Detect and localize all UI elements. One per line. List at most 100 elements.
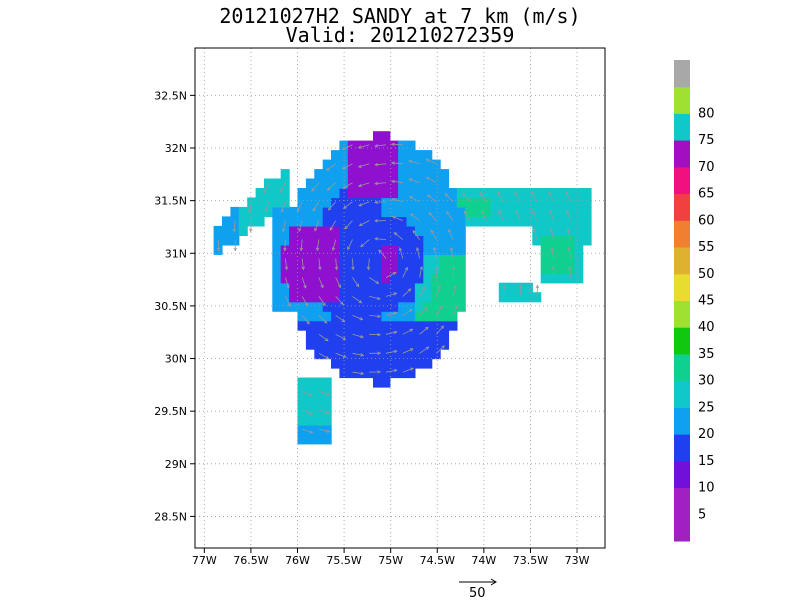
field-cell	[297, 273, 307, 284]
field-cell	[549, 254, 559, 265]
wind-vector	[352, 371, 364, 375]
field-cell	[448, 197, 458, 208]
colorbar-swatch	[674, 273, 690, 301]
field-cell	[507, 216, 517, 227]
wind-vector	[402, 309, 413, 316]
wind-vector	[375, 144, 387, 147]
wind-vector	[515, 210, 521, 221]
wind-vector	[385, 350, 397, 354]
field-cell	[565, 263, 575, 274]
field-cell	[565, 273, 575, 284]
wind-vector-head	[446, 210, 450, 215]
field-cell	[498, 197, 508, 208]
wind-vector-head	[377, 314, 382, 318]
field-cell	[280, 169, 290, 180]
colorbar-label: 30	[698, 374, 715, 389]
field-cell	[423, 349, 433, 360]
wind-vector	[369, 315, 381, 317]
colorbar-swatch	[674, 60, 690, 88]
wind-vector-head	[357, 183, 362, 188]
field-cell	[322, 330, 332, 341]
wind-vector-head	[377, 370, 382, 374]
field-cell	[381, 178, 391, 189]
field-cell	[280, 273, 290, 284]
field-cell	[381, 150, 391, 161]
wind-vector	[426, 176, 437, 184]
field-cell	[230, 225, 240, 236]
field-cell	[305, 197, 315, 208]
field-cell	[339, 320, 349, 331]
field-cell	[431, 339, 441, 350]
field-cell	[406, 263, 416, 274]
wind-vector-head	[329, 227, 333, 231]
field-cell	[540, 206, 550, 217]
wind-vector-head	[374, 237, 378, 241]
field-cell	[280, 301, 290, 312]
field-cell	[347, 301, 357, 312]
field-cell	[423, 169, 433, 180]
plot-title: 20121027H2 SANDY at 7 km (m/s)	[219, 4, 581, 28]
field-cell	[473, 216, 483, 227]
field-cell	[523, 216, 533, 227]
wind-vector-head	[325, 355, 330, 360]
field-cell	[297, 206, 307, 217]
wind-vector	[318, 428, 330, 433]
field-cell	[347, 150, 357, 161]
field-cell	[557, 273, 567, 284]
wind-vector	[533, 228, 538, 240]
field-cell	[289, 301, 299, 312]
field-cell	[322, 178, 332, 189]
field-cell	[431, 292, 441, 303]
wind-vector	[419, 286, 426, 297]
field-cell	[356, 254, 366, 265]
field-cell	[314, 415, 324, 426]
wind-vector	[567, 228, 571, 240]
colorbar-label: 25	[698, 400, 715, 415]
wind-vector	[402, 328, 413, 335]
field-cell	[557, 254, 567, 265]
lon-tick-label: 73W	[565, 554, 590, 567]
field-cell	[297, 263, 307, 274]
field-cell	[498, 292, 508, 303]
wind-vector-head	[514, 191, 518, 196]
field-cell	[322, 244, 332, 255]
wind-vector-head	[549, 228, 554, 232]
field-cell	[255, 197, 265, 208]
wind-vector	[446, 211, 454, 221]
wind-vector	[327, 182, 336, 191]
field-cell	[213, 225, 223, 236]
wind-vector-head	[377, 332, 382, 337]
field-cell	[314, 434, 324, 445]
field-cell	[456, 188, 466, 199]
field-cell	[272, 244, 282, 255]
wind-vector	[347, 239, 353, 250]
wind-vector	[352, 315, 363, 320]
field-cell	[440, 301, 450, 312]
field-cell	[423, 301, 433, 312]
wind-vector-head	[309, 393, 313, 397]
field-cell	[398, 169, 408, 180]
wind-vector-head	[453, 284, 457, 289]
field-cell	[414, 282, 424, 293]
field-cell	[381, 159, 391, 170]
field-cell	[406, 140, 416, 151]
field-cell	[356, 197, 366, 208]
reference-vector: 50	[459, 578, 497, 600]
wind-vector-head	[519, 284, 523, 289]
field-cell	[523, 292, 533, 303]
field-cell	[297, 225, 307, 236]
wind-vector-head	[408, 159, 412, 164]
colorbar-swatch	[674, 487, 690, 515]
wind-vector	[498, 210, 504, 221]
field-cell	[540, 235, 550, 246]
lon-tick-label: 73.5W	[513, 554, 548, 567]
field-cell	[523, 206, 533, 217]
field-cell	[431, 273, 441, 284]
colorbar-swatch	[674, 247, 690, 275]
field-cell	[322, 301, 332, 312]
wind-vector-head	[444, 193, 449, 197]
field-cell	[289, 216, 299, 227]
field-cell	[373, 244, 382, 255]
wind-vector	[375, 163, 387, 166]
wind-vector-head	[408, 178, 413, 182]
